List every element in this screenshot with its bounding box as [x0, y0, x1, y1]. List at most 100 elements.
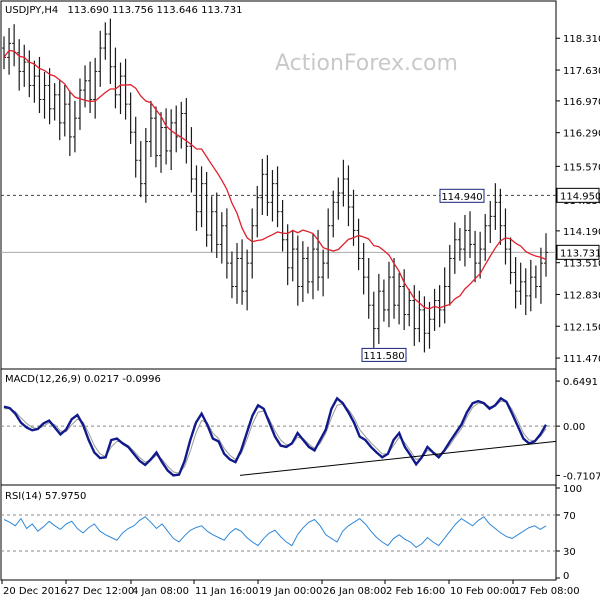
- price-bar: [346, 165, 351, 227]
- price-bar: [427, 301, 432, 349]
- price-bar: [468, 211, 473, 258]
- price-bar: [422, 296, 427, 353]
- low-annotation-box: [361, 347, 407, 362]
- rsi-panel-title: RSI(14) 57.9750: [5, 491, 86, 502]
- price-bar: [538, 247, 543, 304]
- price-bar: [209, 196, 214, 253]
- macd-signal-line: [4, 400, 547, 474]
- price-bar: [452, 222, 457, 274]
- price-bar: [275, 166, 280, 228]
- macd-y-tick-label: 0.00: [563, 422, 585, 433]
- ohlc-values: 113.690 113.756 113.646 113.731: [67, 5, 242, 16]
- high-annotation-text: 114.940: [441, 192, 482, 203]
- price-bar: [72, 100, 77, 153]
- price-bar: [93, 57, 98, 119]
- symbol-label: USDJPY,H4: [5, 5, 58, 16]
- rsi-y-tick-label: 0: [563, 571, 569, 582]
- price-bar: [528, 259, 533, 312]
- price-bar: [159, 112, 164, 173]
- price-bar: [310, 233, 315, 300]
- price-bar: [224, 208, 229, 279]
- x-tick-label: 10 Feb 00:00: [450, 586, 516, 597]
- price-bar: [42, 71, 47, 119]
- price-y-tick-label: 118.310: [563, 34, 600, 45]
- price-bar: [143, 128, 148, 203]
- rsi-layer: [1, 514, 556, 552]
- price-bar: [285, 224, 290, 286]
- price-bar: [331, 190, 336, 238]
- price-bar: [103, 22, 108, 60]
- low-annotation-text: 111.580: [363, 351, 404, 362]
- watermark-text: ActionForex.com: [275, 51, 458, 76]
- price-y-tick-label: 117.630: [563, 66, 600, 77]
- price-panel-title: USDJPY,H4 113.690 113.756 113.646 113.73…: [5, 5, 242, 16]
- price-bar: [462, 214, 467, 267]
- price-bar: [113, 47, 118, 109]
- price-bar: [493, 183, 498, 230]
- high-annotation: 114.940: [439, 188, 485, 203]
- macd-panel-title: MACD(12,26,9) 0.0217 -0.0996: [5, 374, 161, 385]
- x-tick-label: 2 Feb 16:00: [386, 586, 445, 597]
- price-layer: 114.940 111.580: [1, 18, 556, 362]
- price-bar: [478, 231, 483, 279]
- price-bar: [229, 251, 234, 299]
- price-bar: [457, 228, 462, 261]
- price-bar: [447, 244, 452, 306]
- price-bar: [366, 257, 371, 319]
- price-bar: [442, 267, 447, 324]
- last-price-tag-text: 113.731: [560, 248, 600, 259]
- price-bar: [128, 92, 133, 144]
- price-bar: [219, 212, 224, 264]
- price-bar: [199, 166, 204, 228]
- price-bar: [235, 243, 240, 304]
- rsi-y-tick-label: 70: [563, 511, 576, 522]
- price-bar: [265, 155, 270, 216]
- price-bar: [498, 188, 503, 245]
- resistance-tag-box: [556, 187, 600, 203]
- rsi-line: [3, 516, 547, 549]
- price-bar: [250, 208, 255, 279]
- x-tick-label: 20 Dec 2016: [3, 586, 67, 597]
- price-bar: [417, 290, 422, 343]
- price-bar: [437, 285, 442, 328]
- moving-average-line: [3, 49, 547, 310]
- price-bar: [148, 100, 153, 157]
- price-bar: [255, 185, 260, 238]
- macd-layer: [1, 396, 557, 477]
- price-y-tick-label: 116.970: [563, 97, 600, 108]
- price-bar: [356, 218, 361, 271]
- x-tick-label: 17 Feb 08:00: [514, 586, 580, 597]
- price-bar: [432, 288, 437, 331]
- price-bar: [523, 268, 528, 316]
- x-tick-label: 11 Jan 16:00: [195, 586, 258, 597]
- price-y-tick-label: 112.830: [563, 290, 600, 301]
- last-price-tag-box: [556, 244, 600, 260]
- price-bar: [488, 200, 493, 244]
- price-bar: [386, 261, 391, 328]
- price-bar: [62, 84, 67, 137]
- price-bar: [153, 106, 158, 168]
- x-tick-label: 27 Dec 12:00: [67, 586, 134, 597]
- axes-layer: 118.310117.630116.970116.290115.570114.8…: [1, 34, 600, 597]
- price-bar: [17, 39, 22, 91]
- price-bar: [133, 116, 138, 178]
- x-tick-label: 26 Jan 08:00: [323, 586, 386, 597]
- price-bar: [533, 265, 538, 299]
- price-bar: [98, 30, 103, 87]
- price-bar: [240, 239, 245, 305]
- price-bar: [336, 177, 341, 220]
- macd-y-tick-label: -0.7107: [563, 471, 600, 482]
- price-bar: [88, 61, 93, 114]
- price-bar: [473, 230, 478, 283]
- rsi-y-tick-label: 30: [563, 547, 576, 558]
- price-y-tick-label: 113.510: [563, 259, 600, 270]
- price-bar: [164, 108, 169, 165]
- price-bar: [179, 101, 184, 149]
- price-bar: [544, 233, 548, 277]
- price-bar: [371, 291, 376, 348]
- price-bar: [260, 158, 265, 215]
- rsi-panel-frame: [0, 484, 557, 581]
- price-bar: [270, 170, 275, 222]
